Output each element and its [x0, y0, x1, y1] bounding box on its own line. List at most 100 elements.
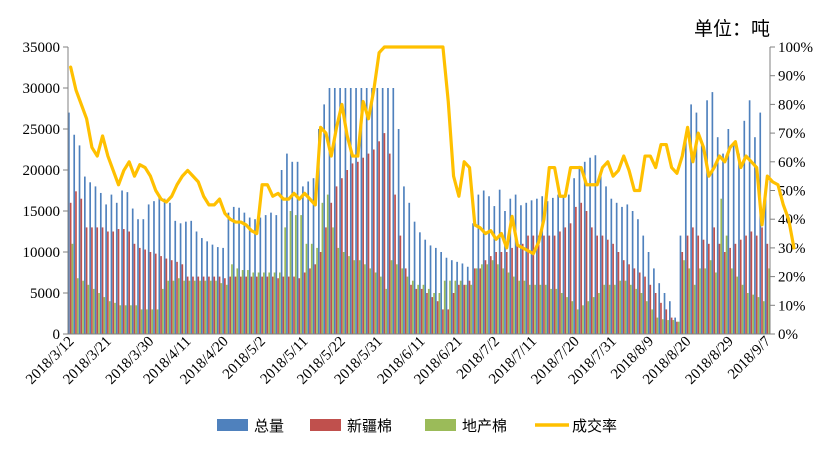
bar-series-3: [108, 301, 111, 334]
bar-series-1: [637, 219, 639, 334]
bar-series-1: [424, 239, 427, 334]
bar-series-2: [734, 243, 737, 334]
bar-series-3: [513, 276, 515, 334]
unit-label: 单位：吨: [694, 18, 771, 40]
bar-series-2: [431, 297, 434, 334]
bar-series-3: [661, 319, 664, 334]
bar-series-1: [583, 161, 586, 334]
bar-series-2: [543, 235, 545, 334]
bar-series-2: [330, 202, 333, 334]
bar-series-3: [481, 264, 483, 334]
series-1-bars: [68, 88, 767, 335]
bar-series-3: [720, 198, 723, 334]
bar-series-1: [99, 192, 102, 334]
bar-series-3: [592, 297, 595, 334]
bar-series-3: [92, 288, 95, 334]
bar-series-1: [690, 104, 692, 335]
bar-series-1: [131, 208, 134, 334]
bar-series-3: [294, 215, 297, 334]
bar-series-2: [303, 272, 306, 334]
bar-series-1: [179, 223, 182, 334]
bar-series-1: [498, 189, 501, 334]
bar-series-3: [369, 268, 372, 334]
bar-series-3: [119, 305, 122, 334]
bar-series-3: [683, 260, 685, 334]
bar-series-2: [107, 231, 109, 334]
bar-series-3: [539, 284, 542, 334]
bar-series-1: [286, 153, 288, 334]
bar-series-3: [699, 268, 701, 334]
bar-series-3: [279, 272, 281, 334]
bar-series-1: [163, 198, 166, 334]
bar-series-1: [589, 157, 591, 334]
bar-series-2: [282, 276, 285, 334]
bar-series-2: [484, 260, 487, 334]
bar-series-2: [420, 288, 423, 334]
bar-series-2: [234, 276, 237, 334]
bar-series-2: [601, 235, 604, 334]
bar-series-3: [358, 260, 361, 334]
bar-series-3: [598, 293, 600, 334]
x-tick-labels: 2018/3/122018/3/212018/3/302018/4/112018…: [23, 333, 774, 388]
bar-series-1: [732, 145, 735, 334]
bar-series-3: [284, 227, 286, 334]
line-layer: [69, 45, 796, 256]
bar-series-1: [573, 178, 575, 334]
bar-series-1: [328, 88, 331, 334]
legend-label: 新疆棉: [347, 417, 392, 435]
bar-series-3: [156, 309, 159, 334]
bar-series-2: [644, 276, 646, 334]
bar-series-2: [144, 249, 146, 334]
bar-series-1: [312, 178, 315, 334]
bar-series-2: [537, 235, 540, 334]
bar-series-3: [337, 247, 340, 334]
axes-layer: 0 5000 10000 15000 20000 25000 30000 35000 0% 10%…: [23, 40, 814, 343]
bar-series-3: [321, 202, 324, 334]
legend-item: 总量: [217, 417, 284, 435]
bar-series-2: [378, 141, 380, 334]
bar-series-2: [154, 253, 157, 334]
bar-series-3: [215, 280, 217, 334]
bar-series-3: [316, 247, 318, 334]
bar-series-2: [708, 243, 710, 334]
bar-series-1: [429, 245, 432, 334]
bar-series-3: [443, 280, 446, 334]
bar-series-2: [69, 202, 72, 334]
bar-series-3: [364, 264, 366, 334]
bar-series-3: [385, 288, 388, 334]
bar-series-3: [534, 284, 536, 334]
bar-series-1: [387, 88, 389, 334]
bar-series-2: [612, 243, 614, 334]
bar-series-2: [404, 268, 407, 334]
bar-series-1: [190, 220, 193, 334]
bar-series-3: [124, 305, 127, 334]
bar-series-1: [105, 204, 107, 334]
bar-series-1: [110, 194, 113, 334]
bar-series-3: [236, 268, 239, 334]
bar-series-1: [153, 201, 155, 334]
bar-series-2: [447, 309, 450, 334]
bar-series-1: [349, 88, 352, 334]
series-4-line: [69, 45, 796, 256]
bar-series-1: [578, 165, 581, 334]
bar-series-3: [310, 243, 313, 334]
bar-series-1: [73, 134, 76, 334]
bar-series-2: [585, 211, 588, 334]
bar-series-2: [468, 280, 471, 334]
y-left-tick-label: 30000: [23, 81, 61, 97]
bar-series-2: [676, 321, 678, 334]
bar-series-3: [518, 280, 520, 334]
bar-series-1: [254, 219, 256, 334]
y-right-tick-label: 20%: [778, 270, 806, 286]
bar-series-1: [716, 137, 719, 334]
bar-series-2: [686, 235, 689, 334]
bar-series-2: [654, 293, 657, 334]
bar-series-2: [718, 243, 721, 334]
bar-series-3: [560, 293, 563, 334]
bar-series-3: [709, 260, 712, 334]
bar-series-1: [206, 241, 208, 334]
bar-series-3: [672, 320, 675, 334]
bar-series-1: [679, 235, 682, 334]
bar-series-3: [162, 288, 164, 334]
bar-series-1: [323, 104, 325, 335]
